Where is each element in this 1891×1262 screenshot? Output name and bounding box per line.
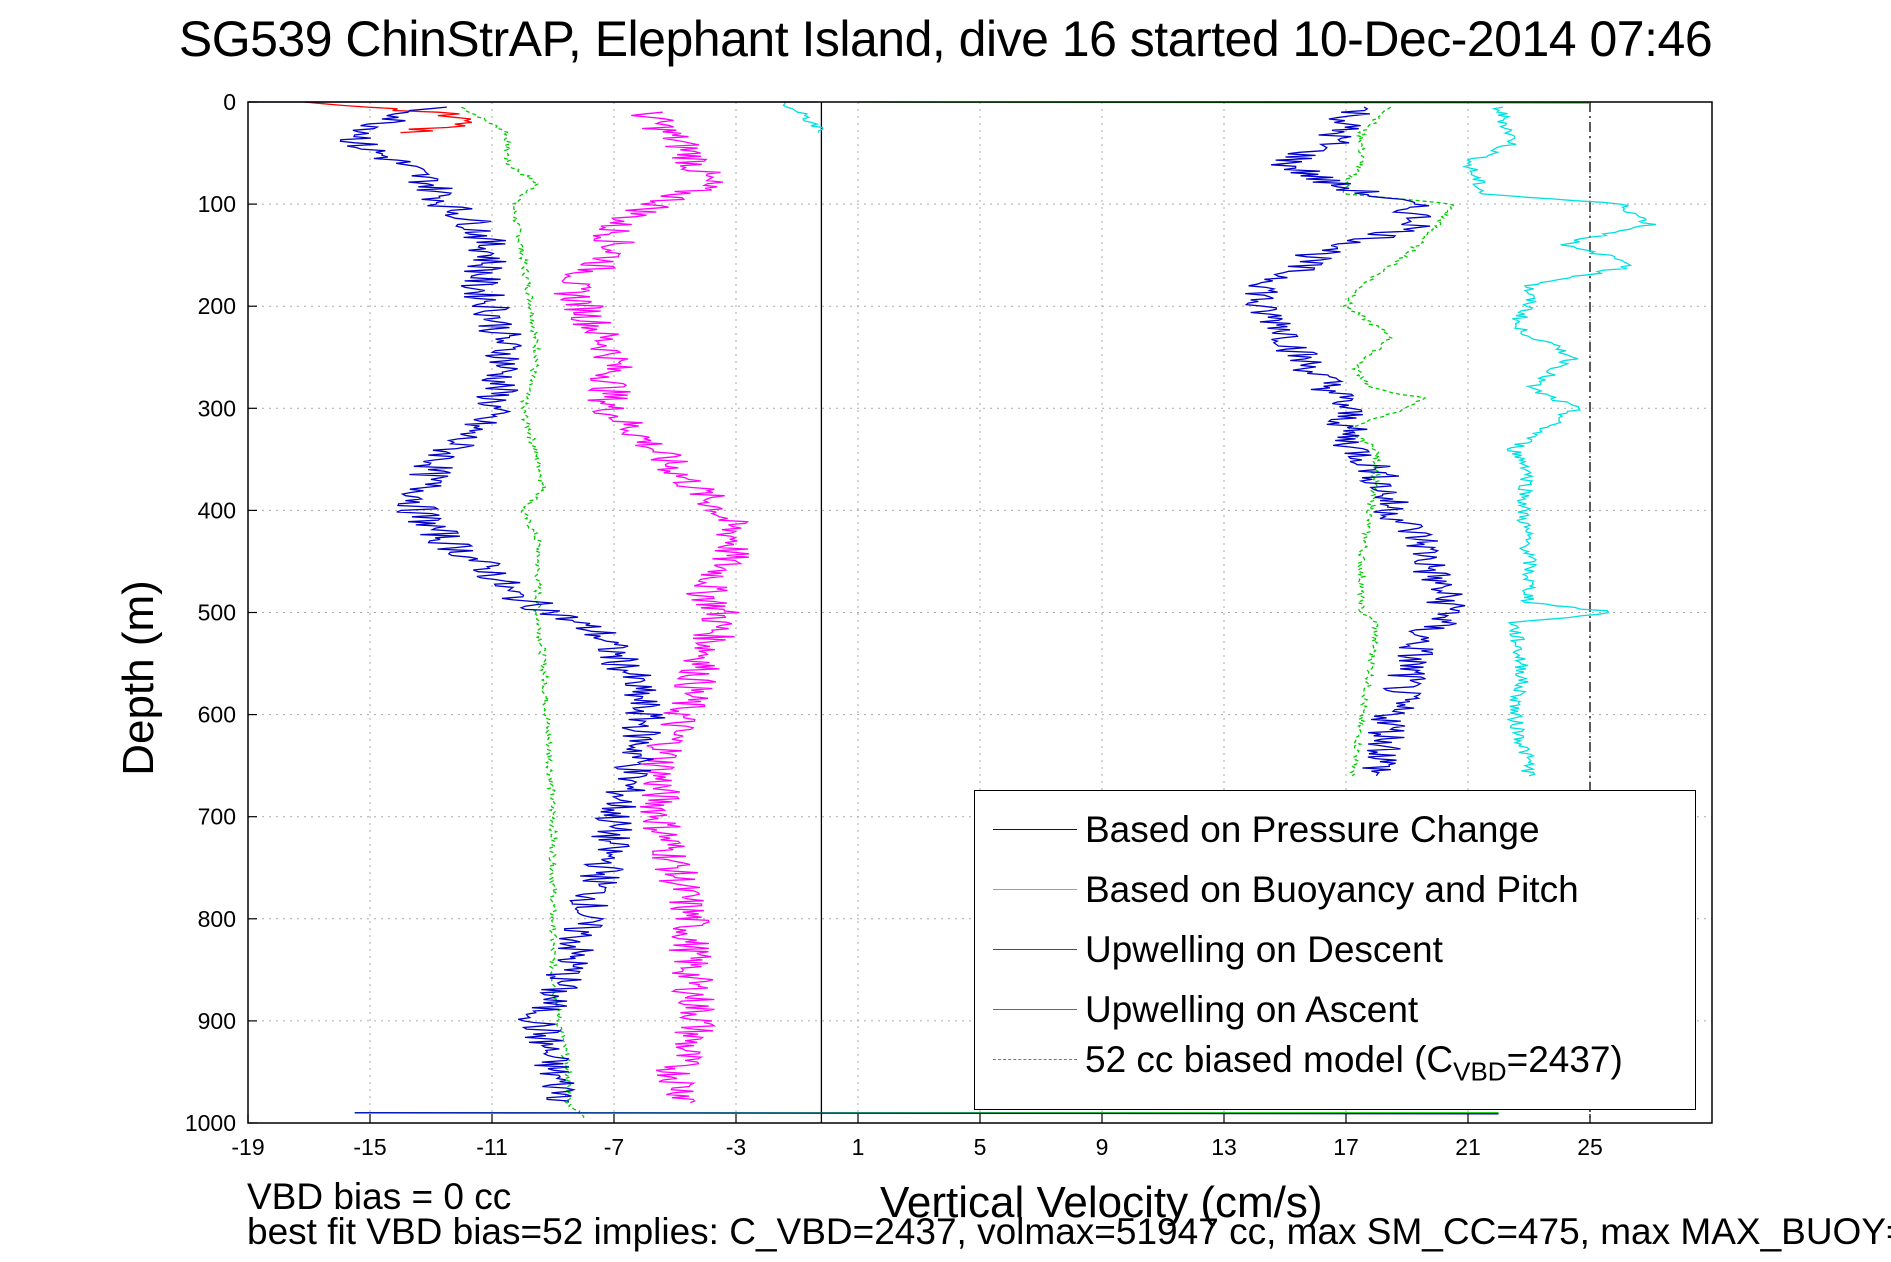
chart-title: SG539 ChinStrAP, Elephant Island, dive 1… (178, 11, 1713, 67)
series-line-1-1 (1461, 106, 1657, 777)
series-line-3-0 (553, 111, 750, 1104)
x-axis-label: Vertical Velocity (cm/s) (880, 1178, 1323, 1227)
reference-lines (820, 102, 1591, 1123)
legend-item-descent: Upwelling on Descent (975, 925, 1695, 975)
x-tick-label: 13 (1211, 1134, 1237, 1160)
legend-label-pressure: Based on Pressure Change (1085, 809, 1540, 850)
series-line-2-0 (304, 101, 473, 134)
legend-label-model: 52 cc biased model (CVBD=2437) (1085, 1039, 1623, 1087)
legend-swatch-descent (993, 949, 1077, 950)
y-axis-label: Depth (m) (114, 580, 163, 776)
series-line-0-1 (1244, 106, 1466, 777)
y-tick-label: 900 (198, 1008, 236, 1034)
legend-label-ascent: Upwelling on Ascent (1085, 989, 1419, 1030)
y-tick-labels: 0 100 200 300 400 500 600 700 800 900 1000 (185, 89, 257, 1136)
legend-model-sub: VBD (1453, 1056, 1507, 1087)
legend-item-ascent: Upwelling on Ascent (975, 985, 1695, 1035)
legend: Based on Pressure Change Based on Buoyan… (974, 790, 1696, 1110)
x-tick-label: 17 (1333, 1134, 1359, 1160)
y-tick-label: 1000 (185, 1110, 236, 1136)
legend-swatch-ascent (993, 1009, 1077, 1010)
y-tick-label: 300 (198, 395, 236, 421)
x-tick-label: 21 (1455, 1134, 1481, 1160)
y-tick-label: 100 (198, 191, 236, 217)
footer-vbd-bias: VBD bias = 0 cc (247, 1176, 512, 1217)
legend-item-pressure: Based on Pressure Change (975, 805, 1695, 855)
y-tick-label: 700 (198, 804, 236, 830)
x-tick-label: 5 (974, 1134, 987, 1160)
series-line-1-0 (782, 101, 824, 133)
x-tick-label: -19 (231, 1134, 264, 1160)
legend-swatch-model (993, 1059, 1077, 1060)
y-tick-label: 500 (198, 600, 236, 626)
x-tick-label: 1 (852, 1134, 865, 1160)
footer-best-fit: best fit VBD bias=52 implies: C_VBD=2437… (247, 1211, 1891, 1252)
legend-label-descent: Upwelling on Descent (1085, 929, 1443, 970)
x-tick-label: 9 (1096, 1134, 1109, 1160)
x-tick-labels: -19 -15 -11 -7 -3 1 5 9 13 17 21 25 (231, 1114, 1603, 1160)
y-tick-label: 600 (198, 702, 236, 728)
x-tick-label: -15 (353, 1134, 386, 1160)
series-line-4-0 (461, 106, 585, 1118)
y-tick-label: 0 (223, 89, 236, 115)
legend-model-text: 52 cc biased model (C (1085, 1039, 1454, 1080)
series-line-4-1 (1341, 106, 1456, 777)
y-tick-label: 200 (198, 293, 236, 319)
legend-swatch-pressure (993, 829, 1077, 830)
legend-item-model: 52 cc biased model (CVBD=2437) (975, 1035, 1695, 1087)
legend-swatch-buoyancy (993, 889, 1077, 890)
x-tick-label: -7 (604, 1134, 624, 1160)
legend-model-tail: =2437) (1506, 1039, 1623, 1080)
x-tick-label: -11 (476, 1134, 508, 1160)
legend-label-buoyancy: Based on Buoyancy and Pitch (1085, 869, 1579, 910)
legend-item-buoyancy: Based on Buoyancy and Pitch (975, 865, 1695, 915)
x-tick-label: -3 (726, 1134, 746, 1160)
y-tick-label: 400 (198, 497, 236, 523)
y-tick-label: 800 (198, 906, 236, 932)
surface-line (354, 1112, 1499, 1115)
x-tick-label: 25 (1577, 1134, 1603, 1160)
series-line-0-0 (339, 106, 666, 1103)
